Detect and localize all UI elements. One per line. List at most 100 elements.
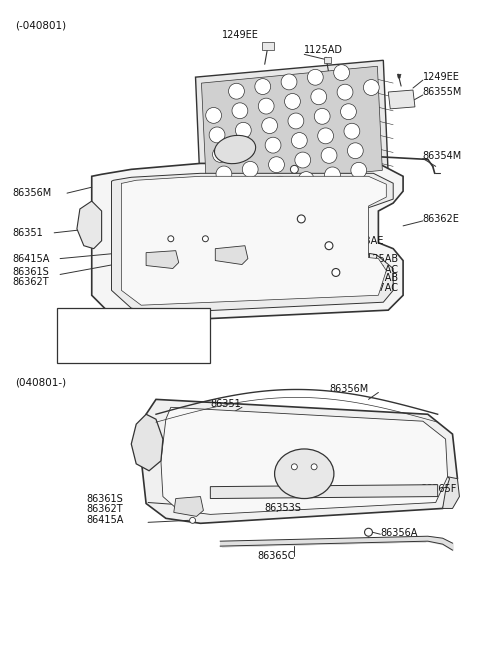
Circle shape <box>344 123 360 139</box>
Polygon shape <box>216 246 248 265</box>
Circle shape <box>340 103 356 120</box>
Circle shape <box>332 269 340 276</box>
Circle shape <box>348 143 363 159</box>
Circle shape <box>314 108 330 124</box>
Text: 86362T: 86362T <box>12 277 49 288</box>
Circle shape <box>318 128 334 144</box>
Circle shape <box>295 152 311 168</box>
Polygon shape <box>202 66 383 187</box>
Polygon shape <box>161 407 447 514</box>
Circle shape <box>307 69 323 85</box>
Circle shape <box>288 113 304 129</box>
Polygon shape <box>77 201 102 249</box>
Text: (040801-): (040801-) <box>14 377 66 388</box>
Circle shape <box>325 242 333 250</box>
Circle shape <box>242 161 258 178</box>
Text: 1243AE: 1243AE <box>347 236 384 246</box>
Polygon shape <box>174 496 204 516</box>
Text: 86353S: 86353S <box>129 188 166 198</box>
Text: H: H <box>230 143 240 156</box>
Polygon shape <box>121 176 386 305</box>
Text: 86353S: 86353S <box>264 504 301 514</box>
Circle shape <box>297 215 305 223</box>
Circle shape <box>168 236 174 242</box>
Text: 86415A: 86415A <box>87 515 124 525</box>
Circle shape <box>337 84 353 100</box>
Circle shape <box>213 147 228 162</box>
Text: H: H <box>298 466 311 481</box>
Circle shape <box>321 147 337 163</box>
Text: 1249EE: 1249EE <box>222 29 258 39</box>
Circle shape <box>363 79 379 96</box>
Polygon shape <box>92 163 403 322</box>
Polygon shape <box>195 60 388 193</box>
Circle shape <box>209 127 225 143</box>
Text: (20001222-): (20001222-) <box>67 320 128 330</box>
Circle shape <box>311 89 327 105</box>
Ellipse shape <box>215 136 256 164</box>
Text: 86365C: 86365C <box>258 551 295 561</box>
Circle shape <box>324 167 340 183</box>
Text: 86363M: 86363M <box>176 280 215 290</box>
Circle shape <box>235 122 251 138</box>
Text: 86361S: 86361S <box>12 267 49 278</box>
Text: 86351: 86351 <box>12 228 43 238</box>
FancyBboxPatch shape <box>57 308 210 363</box>
Circle shape <box>298 172 314 187</box>
Text: 86362E: 86362E <box>423 214 460 224</box>
Polygon shape <box>388 90 415 109</box>
Circle shape <box>291 464 297 470</box>
Circle shape <box>281 74 297 90</box>
Ellipse shape <box>275 449 334 498</box>
Text: 86355M: 86355M <box>423 87 462 97</box>
Circle shape <box>291 132 307 149</box>
Circle shape <box>206 107 222 123</box>
Text: 86415A: 86415A <box>12 253 50 263</box>
Text: (-20001222): (-20001222) <box>161 290 222 300</box>
Circle shape <box>364 529 372 536</box>
Circle shape <box>334 65 349 81</box>
Text: 1249EE: 1249EE <box>423 72 460 82</box>
Text: 86356M: 86356M <box>12 188 52 198</box>
Circle shape <box>311 464 317 470</box>
Polygon shape <box>131 414 163 471</box>
Polygon shape <box>146 251 179 269</box>
Circle shape <box>232 103 248 119</box>
Text: 86356M: 86356M <box>329 384 368 394</box>
Text: 86354M: 86354M <box>423 151 462 162</box>
Polygon shape <box>262 43 274 50</box>
Text: 86356A: 86356A <box>380 528 418 538</box>
Circle shape <box>203 236 208 242</box>
Text: 87770A: 87770A <box>204 211 242 221</box>
Text: 1125AD: 1125AD <box>304 45 343 56</box>
Circle shape <box>351 162 367 178</box>
Polygon shape <box>324 57 331 64</box>
Circle shape <box>190 517 195 523</box>
Circle shape <box>255 79 271 94</box>
Circle shape <box>239 142 255 158</box>
Text: 1327AC: 1327AC <box>360 284 398 293</box>
Polygon shape <box>111 174 393 313</box>
Text: 1327AB: 1327AB <box>360 273 399 284</box>
Circle shape <box>272 176 288 192</box>
Circle shape <box>216 166 232 182</box>
Text: 86351: 86351 <box>210 400 241 409</box>
Polygon shape <box>397 74 401 78</box>
Polygon shape <box>443 477 459 508</box>
Text: (-040801): (-040801) <box>14 20 66 31</box>
Text: 86362T: 86362T <box>87 504 123 514</box>
Circle shape <box>285 94 300 109</box>
Text: 86363M: 86363M <box>82 338 121 348</box>
Polygon shape <box>210 485 438 498</box>
Text: 86361S: 86361S <box>87 493 123 504</box>
Text: 1125AB: 1125AB <box>360 253 399 263</box>
Circle shape <box>228 83 244 99</box>
Circle shape <box>258 98 274 114</box>
Text: 86365F: 86365F <box>420 483 456 494</box>
Text: 86364D: 86364D <box>195 267 234 278</box>
Circle shape <box>269 157 284 173</box>
Text: 1125AC: 1125AC <box>360 265 398 276</box>
Circle shape <box>265 137 281 153</box>
Circle shape <box>262 118 277 134</box>
Circle shape <box>290 165 298 174</box>
